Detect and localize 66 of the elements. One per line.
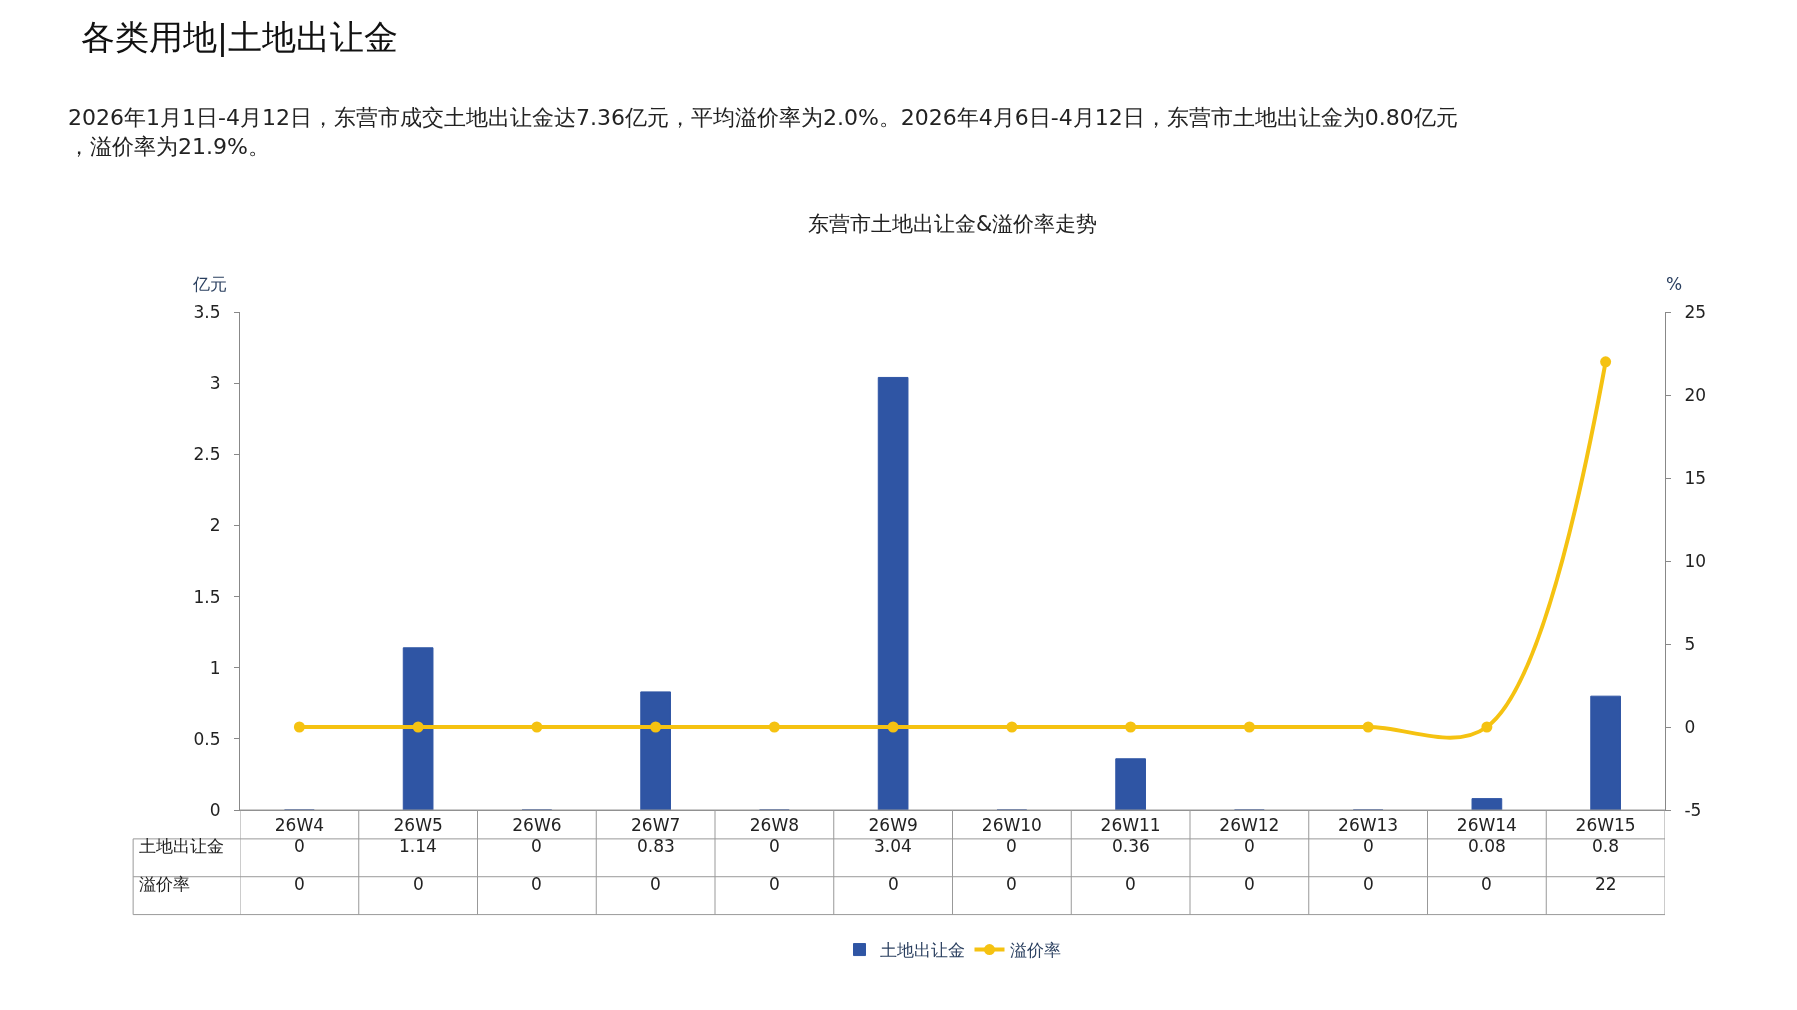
data-label: 0: [769, 874, 780, 894]
data-label: 0.83: [637, 836, 675, 856]
x-tick-label: 26W5: [393, 815, 443, 836]
data-label: 0: [1125, 874, 1136, 894]
y2-tick-label: 5: [1684, 633, 1696, 654]
chart-subtitle: 2026年1月1日-4月12日，东营市成交土地出让金达7.36亿元，平均溢价率为2.0%。2026年4月6日-4月12日，东营市土地出让金为0.80亿元，溢价率为21.9%。: [68, 105, 1458, 159]
y-tick-label: 0.5: [193, 728, 221, 749]
data-label: 3.04: [874, 836, 912, 856]
data-label: 0: [888, 874, 899, 894]
data-label: 0: [1244, 836, 1255, 856]
data-label: 22: [1595, 874, 1617, 894]
y-tick-label: 1.5: [193, 586, 221, 607]
data-label: 0: [531, 836, 542, 856]
y-tick-label: 1: [209, 657, 221, 678]
text: 土地出让金: [139, 836, 224, 856]
x-tick-label: 26W7: [631, 815, 681, 836]
y-tick-label: 2.5: [193, 444, 221, 465]
data-label: 0: [413, 874, 424, 894]
data-label: 1.14: [399, 836, 437, 856]
x-tick-label: 26W4: [274, 815, 325, 836]
y-axis-title: 亿元: [192, 274, 227, 294]
y-tick-label: 0: [209, 799, 221, 820]
x-tick-label: 26W11: [1100, 815, 1161, 836]
bar: [1471, 798, 1503, 810]
data-label: 0: [294, 836, 305, 856]
data-label: 0: [769, 836, 780, 856]
y2-tick-label: 10: [1684, 550, 1707, 571]
y-tick-label: 3.5: [193, 301, 221, 322]
data-label: 0: [294, 874, 305, 894]
x-tick-label: 26W8: [749, 815, 800, 836]
data-label: 0: [1006, 874, 1017, 894]
bar: [1115, 758, 1146, 810]
x-tick-label: 26W12: [1219, 815, 1280, 836]
data-label: 0.08: [1468, 836, 1506, 856]
text: 东营市土地出让金&溢价率走势: [808, 212, 1098, 236]
y-tick-label: 2: [209, 515, 221, 536]
y2-tick-label: 25: [1684, 301, 1707, 322]
data-label: 0: [531, 874, 542, 894]
data-label: 0: [650, 874, 661, 894]
x-tick-label: 26W6: [512, 815, 562, 836]
x-tick-label: 26W13: [1338, 815, 1399, 836]
data-label: 0.36: [1112, 836, 1150, 856]
y2-tick-label: 15: [1684, 467, 1707, 488]
legend-label: 溢价率: [1009, 940, 1061, 961]
bar: [640, 691, 671, 810]
x-tick-label: 26W9: [868, 815, 918, 836]
bar: [402, 647, 434, 810]
data-label: 0: [1244, 874, 1255, 894]
bar: [877, 376, 909, 810]
y2-tick-label: 0: [1684, 716, 1696, 737]
y2-axis-title: %: [1666, 274, 1683, 294]
text: 溢价率: [139, 874, 190, 894]
bar: [1590, 695, 1621, 810]
data-label: 0: [1481, 874, 1492, 894]
x-tick-label: 26W14: [1456, 815, 1517, 836]
data-label: 0: [1363, 836, 1374, 856]
x-tick-label: 26W10: [981, 815, 1042, 836]
y-tick-label: 3: [209, 373, 221, 394]
y2-tick-label: 20: [1684, 384, 1707, 405]
data-label: 0: [1363, 874, 1374, 894]
chart-title: 各类用地|土地出让金: [80, 17, 399, 58]
legend-label: 土地出让金: [879, 940, 965, 961]
y2-tick-label: -5: [1684, 799, 1702, 820]
x-tick-label: 26W15: [1575, 815, 1636, 836]
data-label: 0.8: [1592, 836, 1620, 856]
data-label: 0: [1006, 836, 1017, 856]
